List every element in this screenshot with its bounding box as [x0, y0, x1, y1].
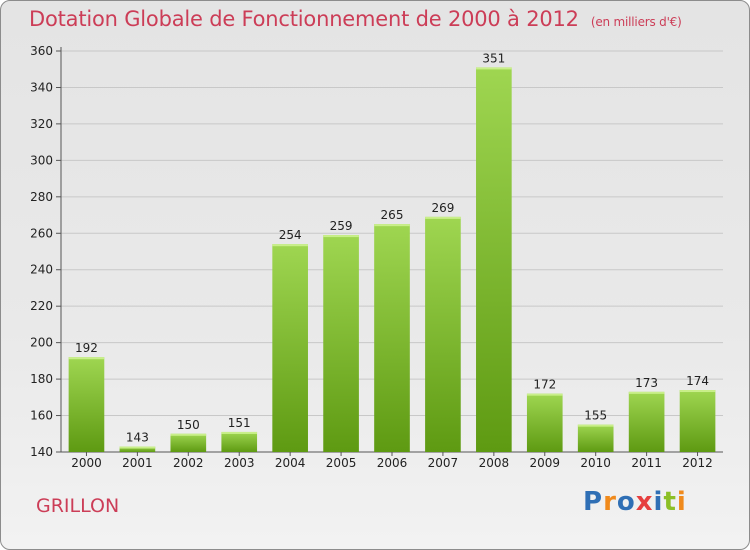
bar-highlight: [374, 224, 410, 227]
bar-2006: [374, 224, 410, 452]
bar-2000: [68, 357, 105, 452]
value-labels: 192 143 150 151 254 259 265 269 351 172 155 173 174: [75, 51, 709, 444]
logo-letter: r: [603, 487, 617, 517]
bar-2012: [679, 390, 716, 452]
logo-letter: t: [663, 487, 677, 517]
y-tick-label: 180: [30, 372, 53, 386]
chart-title-text: Dotation Globale de Fonctionnement de 20…: [29, 7, 579, 31]
x-tick-label-2004: 2004: [275, 456, 306, 470]
x-tick-label-2011: 2011: [631, 456, 662, 470]
value-label-2004: 254: [279, 228, 302, 242]
commune-name: GRILLON: [36, 495, 120, 517]
value-label-2010: 155: [584, 409, 607, 423]
bar-2007: [425, 216, 461, 452]
bar-2005: [323, 235, 359, 452]
value-label-2000: 192: [75, 341, 98, 355]
bar-highlight: [476, 67, 512, 70]
value-label-2012: 174: [686, 374, 709, 388]
logo-letter: i: [676, 487, 687, 517]
bar-2010: [577, 424, 614, 452]
x-tick-label-2003: 2003: [224, 456, 255, 470]
logo-letter: i: [653, 487, 664, 517]
logo-letter: x: [635, 487, 654, 517]
proxiti-logo[interactable]: Proxiti: [583, 487, 687, 517]
bar-highlight: [221, 431, 258, 434]
bar-highlight: [68, 357, 105, 360]
y-tick-label: 340: [30, 80, 53, 94]
value-label-2011: 173: [635, 376, 658, 390]
value-label-2007: 269: [431, 201, 454, 215]
x-tick-label-2010: 2010: [580, 456, 611, 470]
logo-letter: o: [616, 487, 636, 517]
bar-2001: [119, 446, 156, 452]
logo-letter: P: [583, 487, 604, 517]
chart-unit: (en milliers d'€): [590, 15, 682, 29]
value-label-2003: 151: [228, 416, 251, 430]
bar-2004: [272, 244, 308, 452]
bar-2009: [526, 393, 563, 452]
y-tick-label: 140: [30, 445, 53, 459]
chart-title: Dotation Globale de Fonctionnement de 20…: [29, 7, 682, 31]
bar-highlight: [577, 424, 614, 427]
bar-2002: [170, 433, 207, 452]
value-label-2008: 351: [482, 51, 505, 65]
value-label-2009: 172: [533, 378, 556, 392]
y-tick-label: 200: [30, 336, 53, 350]
y-tick-label: 300: [30, 153, 53, 167]
y-tick-label: 320: [30, 117, 53, 131]
x-tick-label-2009: 2009: [529, 456, 560, 470]
value-label-2005: 259: [330, 219, 353, 233]
bar-2003: [221, 431, 258, 452]
bar-highlight: [323, 235, 359, 238]
x-tick-label-2008: 2008: [479, 456, 510, 470]
bar-2011: [628, 391, 665, 452]
y-tick-labels: 140 160 180 200 220 240 260 280 300 320 340 360: [30, 44, 61, 459]
value-label-2006: 265: [381, 208, 404, 222]
x-tick-label-2000: 2000: [71, 456, 102, 470]
y-tick-label: 280: [30, 190, 53, 204]
bar-highlight: [628, 391, 665, 394]
value-label-2002: 150: [177, 418, 200, 432]
bar-highlight: [272, 244, 308, 247]
y-tick-label: 260: [30, 226, 53, 240]
bar-highlight: [526, 393, 563, 396]
x-tick-label-2002: 2002: [173, 456, 204, 470]
x-tick-label-2012: 2012: [682, 456, 713, 470]
y-tick-label: 360: [30, 44, 53, 58]
value-label-2001: 143: [126, 431, 149, 445]
bar-highlight: [425, 216, 461, 219]
x-tick-labels: 2000 2001 2002 2003 2004 2005 2006 2007 2008 2009…: [71, 452, 713, 470]
bar-highlight: [679, 390, 716, 393]
y-tick-label: 160: [30, 409, 53, 423]
x-tick-label-2007: 2007: [428, 456, 459, 470]
y-tick-label: 220: [30, 299, 53, 313]
bar-highlight: [170, 433, 207, 436]
y-tick-label: 240: [30, 263, 53, 277]
x-tick-label-2006: 2006: [377, 456, 408, 470]
x-tick-label-2001: 2001: [122, 456, 153, 470]
x-tick-label-2005: 2005: [326, 456, 357, 470]
bars: [68, 67, 716, 453]
bar-2008: [476, 67, 512, 453]
bar-highlight: [119, 446, 156, 449]
